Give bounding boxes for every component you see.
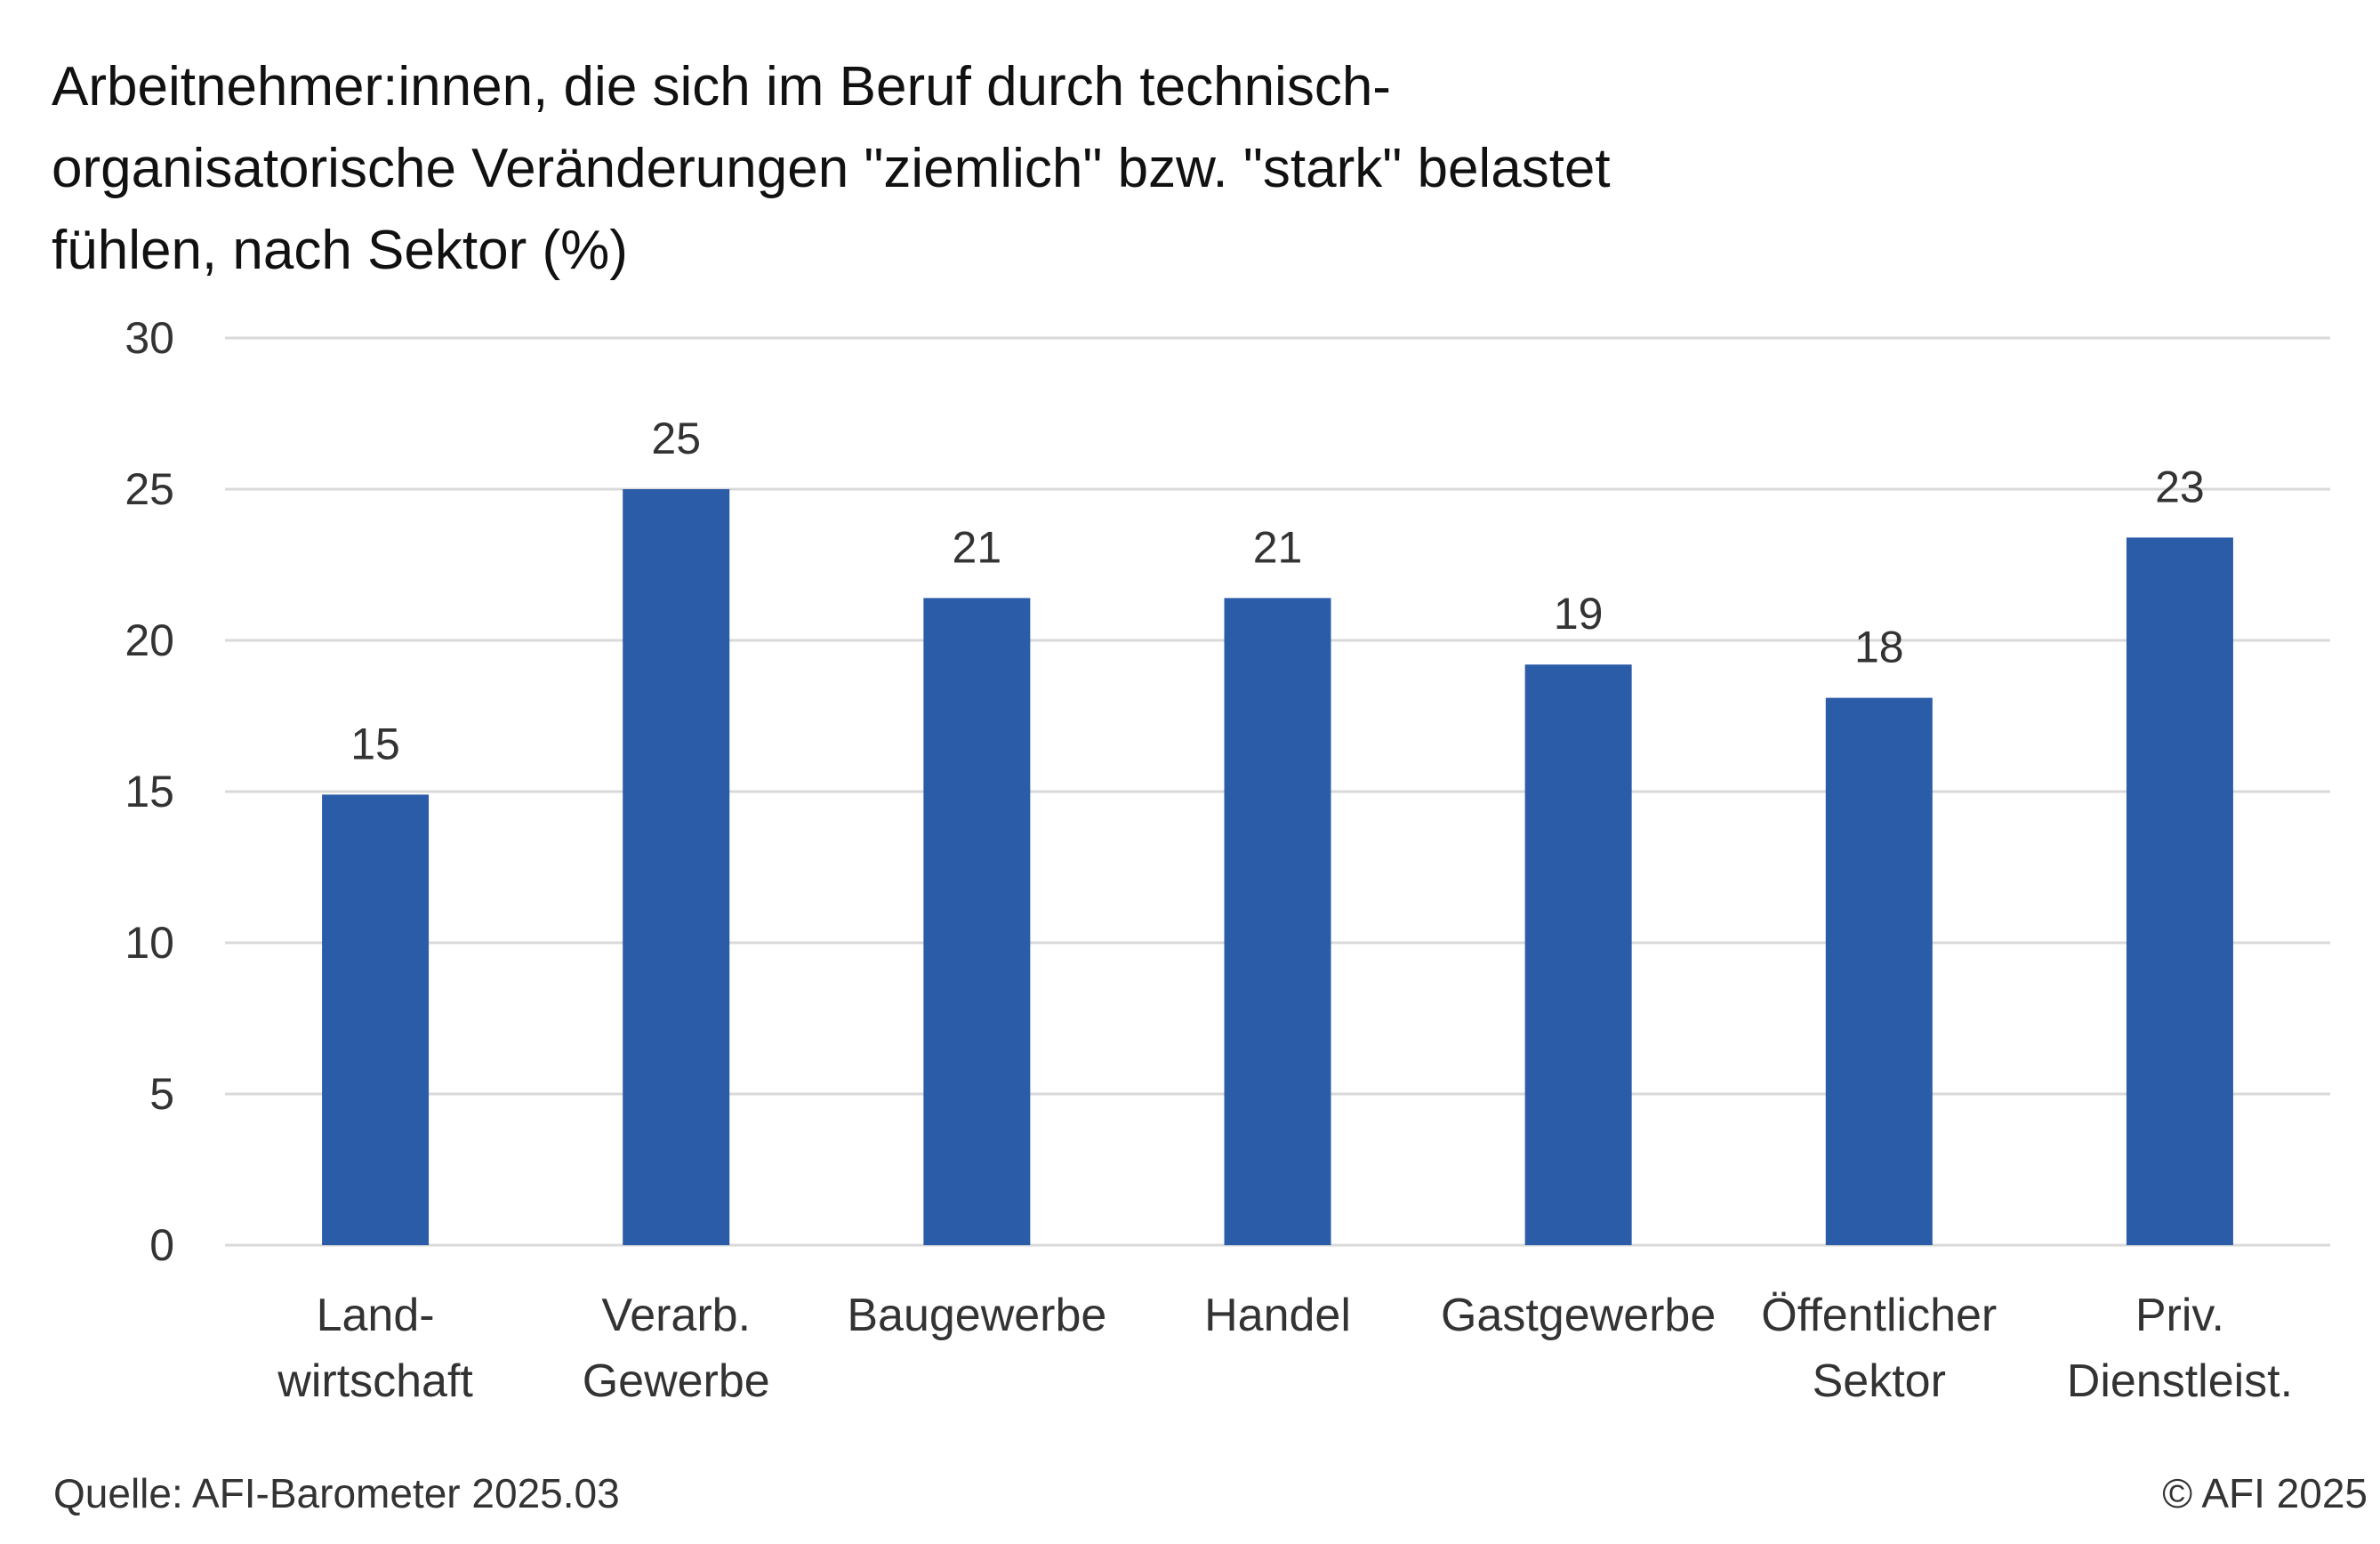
x-category-label: Öffentlicher Sektor — [1761, 1290, 1997, 1407]
bar — [1224, 598, 1331, 1245]
data-label: 21 — [1253, 522, 1303, 572]
data-label: 19 — [1554, 589, 1604, 639]
data-label: 21 — [953, 522, 1002, 572]
y-tick-label: 15 — [125, 767, 174, 816]
x-category-label: Land-wirtschaft — [277, 1290, 473, 1407]
bar — [923, 598, 1031, 1245]
y-tick-label: 5 — [149, 1069, 174, 1119]
x-axis-categories: Land-wirtschaft Verarb. Gewerbe Baugewerbe H… — [277, 1290, 2293, 1407]
data-label: 23 — [2155, 462, 2205, 511]
y-tick-label: 0 — [149, 1220, 174, 1270]
x-category-label: Priv. Dienstleist. — [2067, 1290, 2293, 1407]
source-note: Quelle: AFI-Barometer 2025.03 — [53, 1470, 620, 1516]
data-label: 15 — [350, 719, 400, 768]
copyright-note: © AFI 2025 — [2162, 1470, 2368, 1516]
x-category-label: Baugewerbe — [847, 1290, 1106, 1341]
chart-title-line-1: Arbeitnehmer:innen, die sich im Beruf du… — [52, 56, 1391, 117]
x-category-label: Verarb. Gewerbe — [583, 1290, 770, 1407]
data-label: 25 — [651, 414, 701, 463]
bars — [322, 489, 2233, 1245]
chart-title-line-3: fühlen, nach Sektor (%) — [52, 220, 628, 281]
data-label: 18 — [1854, 623, 1904, 672]
bar — [2126, 537, 2233, 1245]
y-tick-label: 25 — [125, 464, 174, 514]
y-axis-ticks: 0 5 10 15 20 25 30 — [125, 313, 174, 1270]
bar — [1524, 664, 1632, 1245]
x-category-label: Gastgewerbe — [1441, 1290, 1716, 1341]
chart-title-line-2: organisatorische Veränderungen "ziemlich… — [52, 138, 1611, 199]
x-category-label: Handel — [1204, 1290, 1351, 1341]
y-tick-label: 10 — [125, 918, 174, 968]
y-tick-label: 20 — [125, 615, 174, 665]
data-labels: 15 25 21 21 19 18 23 — [350, 414, 2204, 768]
bar — [1825, 697, 1933, 1245]
chart-title: Arbeitnehmer:innen, die sich im Beruf du… — [52, 46, 1919, 292]
bar — [623, 489, 730, 1245]
bar — [322, 794, 430, 1245]
y-tick-label: 30 — [125, 313, 174, 363]
